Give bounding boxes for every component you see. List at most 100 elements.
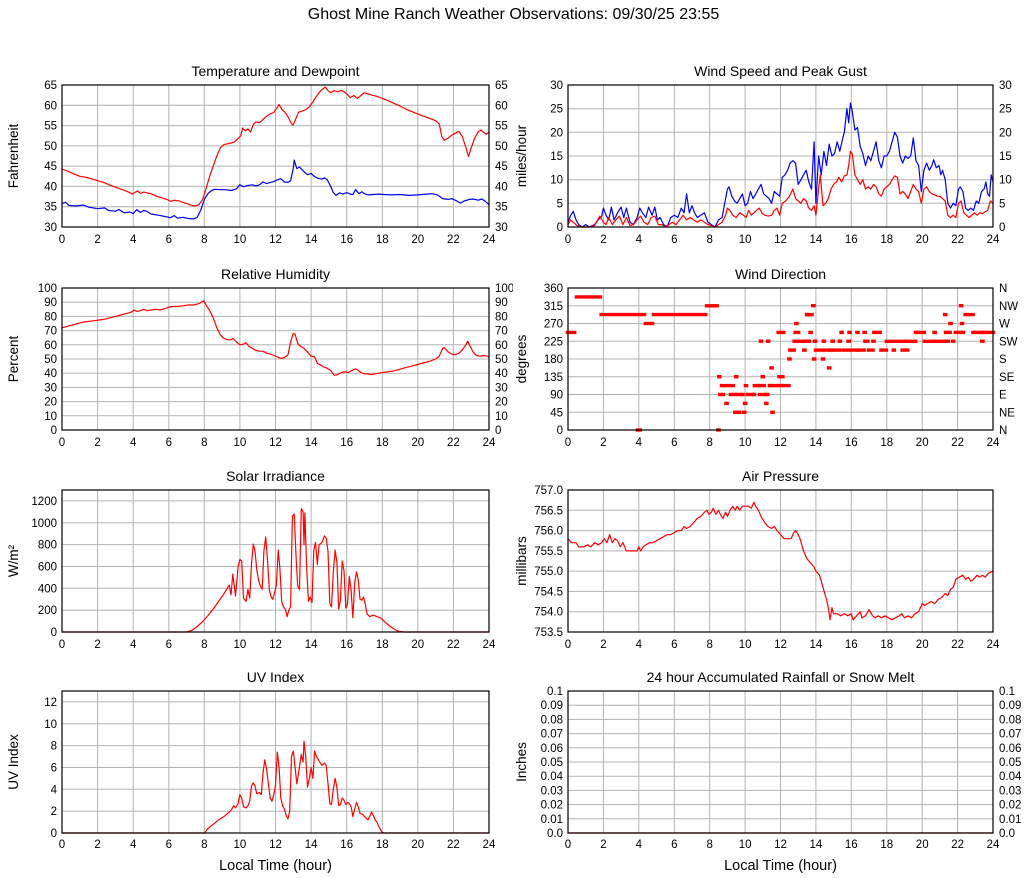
svg-text:45: 45 [44,161,57,173]
svg-text:2: 2 [94,639,100,651]
svg-text:1200: 1200 [31,496,57,508]
svg-text:400: 400 [38,583,57,595]
svg-text:0: 0 [51,425,57,437]
svg-text:NW: NW [999,301,1018,313]
svg-text:20: 20 [411,234,424,246]
svg-text:0.09: 0.09 [541,700,563,712]
svg-text:753.5: 753.5 [534,627,563,639]
svg-text:24: 24 [987,639,1000,651]
svg-text:10: 10 [495,411,508,423]
svg-text:0: 0 [495,425,501,437]
svg-text:0.02: 0.02 [541,800,563,812]
svg-text:10: 10 [44,411,57,423]
svg-text:0: 0 [565,639,571,651]
svg-text:24: 24 [987,437,1000,449]
svg-text:Relative Humidity: Relative Humidity [221,266,330,282]
svg-text:Percent: Percent [6,335,21,382]
svg-text:22: 22 [447,639,460,651]
svg-text:24: 24 [987,234,1000,246]
svg-text:18: 18 [880,437,893,449]
svg-text:0: 0 [557,425,563,437]
svg-text:30: 30 [44,382,57,394]
svg-text:30: 30 [44,222,57,234]
svg-text:0: 0 [59,839,65,851]
svg-text:24: 24 [483,437,496,449]
svg-text:2: 2 [94,437,100,449]
svg-text:16: 16 [845,437,858,449]
svg-text:16: 16 [845,839,858,851]
svg-text:12: 12 [774,234,787,246]
svg-text:0.05: 0.05 [541,757,563,769]
svg-text:10: 10 [739,839,752,851]
svg-text:24: 24 [987,839,1000,851]
svg-text:22: 22 [951,437,964,449]
svg-text:0: 0 [59,437,65,449]
svg-text:20: 20 [550,127,563,139]
svg-text:80: 80 [495,311,508,323]
svg-text:20: 20 [411,639,424,651]
svg-text:18: 18 [880,234,893,246]
svg-text:0: 0 [51,828,57,840]
svg-text:NE: NE [999,407,1015,419]
temperature-dewpoint-chart: 0 2 4 6 8 10 12 14 16 18 20 22 24 30 30 35 35 40 40 45 45 50 5… [0,50,513,250]
svg-text:0.08: 0.08 [999,714,1021,726]
svg-text:25: 25 [999,104,1012,116]
svg-text:90: 90 [44,297,57,309]
svg-text:0.01: 0.01 [541,814,563,826]
svg-text:80: 80 [44,311,57,323]
svg-text:757.0: 757.0 [534,485,563,497]
svg-text:miles/hour: miles/hour [514,124,529,187]
svg-text:35: 35 [44,202,57,214]
svg-text:8: 8 [706,234,712,246]
svg-text:Local Time (hour): Local Time (hour) [724,858,837,874]
svg-text:0: 0 [565,234,571,246]
svg-text:22: 22 [951,234,964,246]
svg-text:0.08: 0.08 [541,714,563,726]
svg-text:22: 22 [951,639,964,651]
svg-text:0: 0 [557,222,563,234]
air-pressure-chart: 0 2 4 6 8 10 12 14 16 18 20 22 24 753.5 754.0 754.5 755.… [514,455,1027,655]
svg-text:8: 8 [706,839,712,851]
svg-text:4: 4 [636,639,643,651]
svg-text:270: 270 [544,319,563,331]
svg-text:SW: SW [999,336,1018,348]
svg-text:55: 55 [44,121,57,133]
svg-text:70: 70 [495,326,508,338]
svg-text:60: 60 [44,100,57,112]
svg-text:6: 6 [671,437,677,449]
relative-humidity-chart: 0 2 4 6 8 10 12 14 16 18 20 22 24 0 0 10 10 20 20 30 30 40 40 5… [0,253,513,453]
svg-text:12: 12 [269,437,282,449]
svg-text:8: 8 [201,839,207,851]
svg-text:45: 45 [495,161,508,173]
svg-text:22: 22 [951,839,964,851]
svg-text:0: 0 [565,437,571,449]
svg-text:24 hour Accumulated Rainfall o: 24 hour Accumulated Rainfall or Snow Mel… [647,669,915,685]
svg-text:18: 18 [376,437,389,449]
svg-text:65: 65 [495,80,508,92]
svg-text:30: 30 [550,80,563,92]
svg-text:90: 90 [550,390,563,402]
svg-text:30: 30 [495,382,508,394]
svg-text:14: 14 [305,234,318,246]
svg-text:4: 4 [636,234,643,246]
svg-text:10: 10 [999,175,1012,187]
svg-text:16: 16 [340,839,353,851]
svg-text:200: 200 [38,605,57,617]
svg-text:10: 10 [739,639,752,651]
svg-text:18: 18 [376,839,389,851]
svg-text:15: 15 [999,151,1012,163]
svg-text:0: 0 [51,627,57,639]
svg-text:8: 8 [706,639,712,651]
svg-text:4: 4 [130,639,137,651]
svg-text:20: 20 [916,639,929,651]
svg-text:SE: SE [999,372,1015,384]
svg-text:12: 12 [774,839,787,851]
svg-text:2: 2 [600,234,606,246]
svg-text:10: 10 [234,639,247,651]
svg-text:12: 12 [774,437,787,449]
svg-text:22: 22 [447,234,460,246]
svg-text:24: 24 [483,639,496,651]
svg-text:millibars: millibars [514,536,529,586]
uv-index-chart: 0 2 4 6 8 10 12 14 16 18 20 22 24 0 2 4 6 8 10 12 UV Index UV… [0,658,513,878]
svg-text:12: 12 [44,697,57,709]
